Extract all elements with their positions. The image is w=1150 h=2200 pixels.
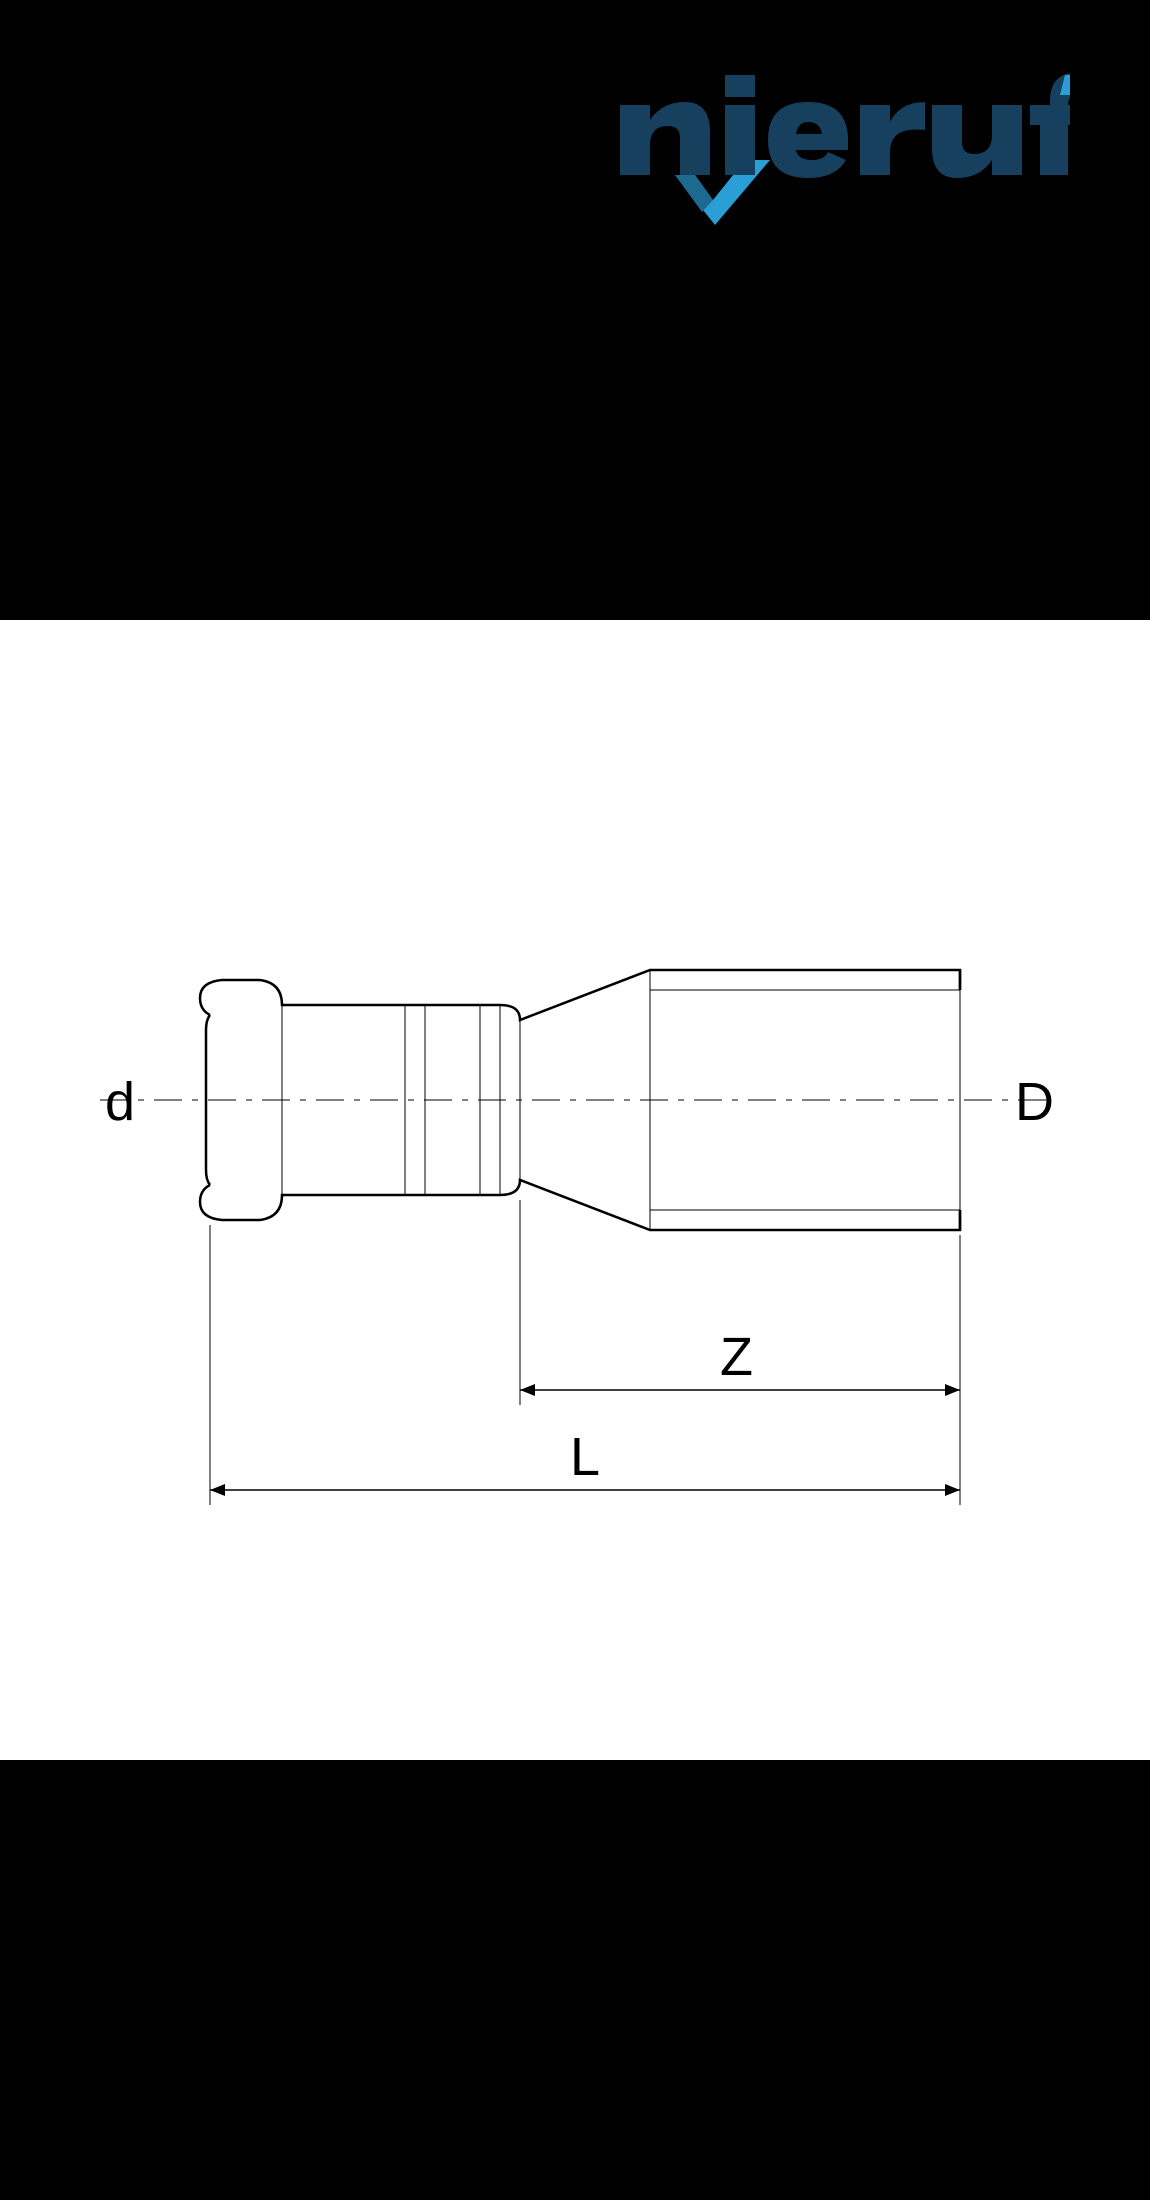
logo [580, 60, 1070, 235]
fitting-outline [200, 970, 960, 1230]
label-z: Z [720, 1327, 753, 1387]
label-d: d [105, 1072, 135, 1132]
label-l: L [570, 1427, 600, 1487]
dimension-z: Z [520, 1327, 960, 1390]
fitting-drawing: Z L d D [0, 620, 1150, 1760]
dimension-l: L [210, 1427, 960, 1490]
logo-text [620, 72, 1070, 178]
label-D: D [1015, 1072, 1054, 1132]
technical-diagram: Z L d D [0, 620, 1150, 1760]
nieruf-logo-svg [580, 60, 1070, 235]
